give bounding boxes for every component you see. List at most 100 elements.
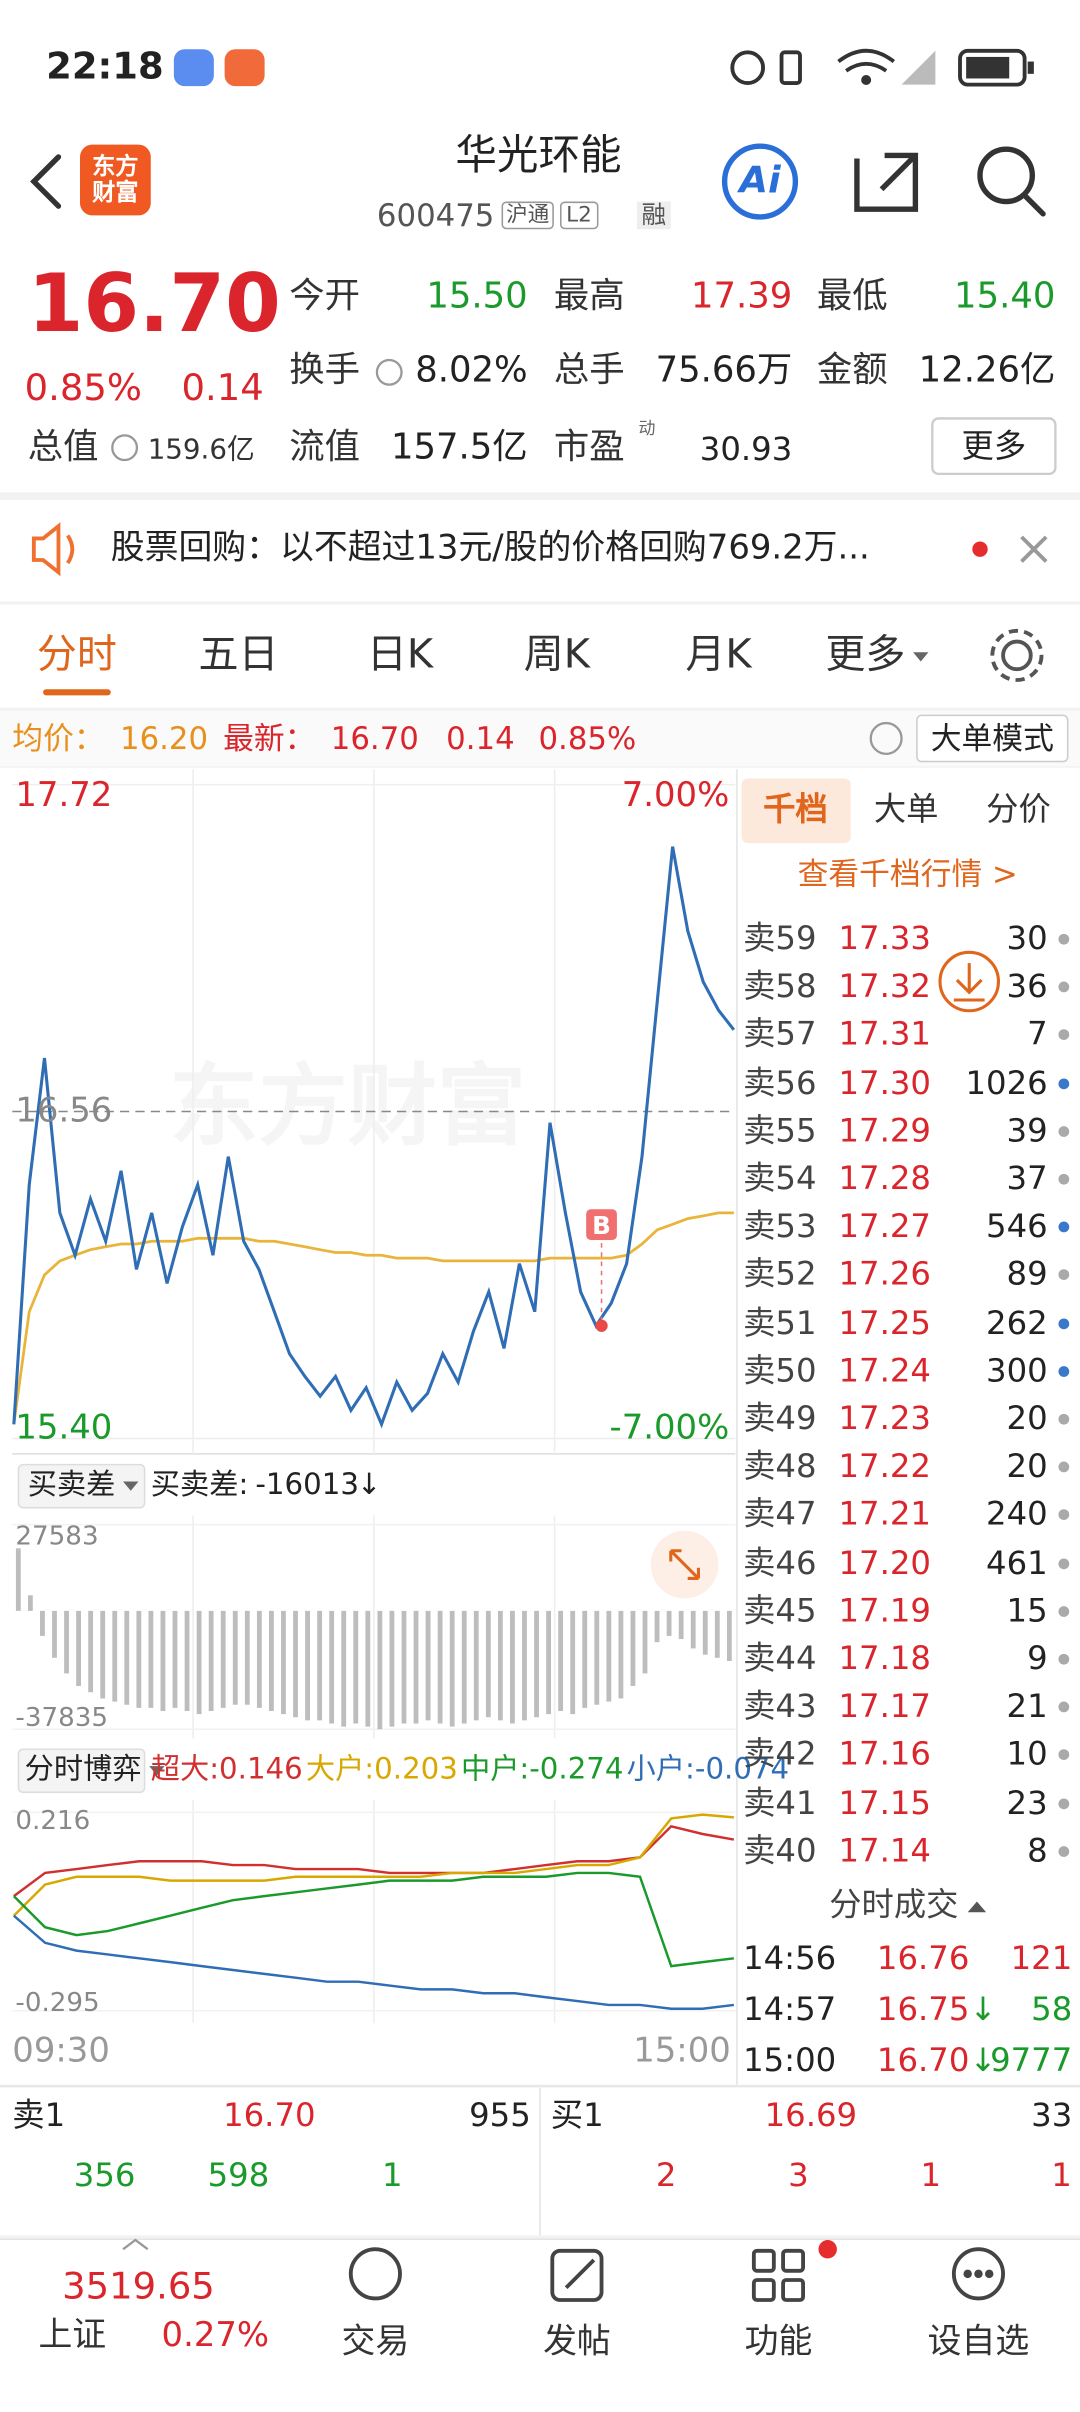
book-price: 17.21 xyxy=(838,1495,931,1533)
legend-value: -0.274 xyxy=(529,1752,624,1787)
index-value[interactable]: 3519.65 xyxy=(62,2264,215,2308)
book-price: 17.22 xyxy=(838,1447,931,1485)
legend-label: 中户: xyxy=(460,1752,530,1787)
book-tab[interactable]: 分价 xyxy=(986,790,1051,828)
book-price: 17.26 xyxy=(838,1255,931,1293)
ai-button[interactable]: Ai xyxy=(739,158,781,202)
more-button[interactable]: 更多 xyxy=(961,427,1027,465)
x-label: 09:30 xyxy=(12,2032,110,2071)
game-line xyxy=(12,1871,734,1968)
flow-bar xyxy=(112,1610,118,1702)
index-name: 上证 xyxy=(38,2316,107,2356)
chart-tab[interactable]: 五日 xyxy=(198,632,279,679)
trade-price: 16.76 xyxy=(876,1939,970,1977)
book-dot xyxy=(1058,1701,1070,1713)
flow-bar xyxy=(232,1610,238,1705)
flow-bar xyxy=(522,1610,527,1721)
flow-bar xyxy=(377,1610,383,1730)
flow-selector[interactable]: 买卖差 xyxy=(28,1470,139,1500)
status-time: 22:18 xyxy=(46,44,164,88)
book-side: 卖47 xyxy=(743,1495,817,1533)
pct-label: 7.00% xyxy=(621,776,730,816)
flow-bar xyxy=(630,1610,636,1686)
nav-item[interactable]: 发帖 xyxy=(543,2323,611,2362)
book-price: 17.24 xyxy=(838,1351,931,1389)
sell-volume: 955 xyxy=(469,2096,531,2134)
stock-name: 华光环能 xyxy=(455,132,622,180)
nav-item[interactable]: 设自选 xyxy=(927,2323,1030,2362)
book-dot xyxy=(1058,981,1070,993)
book-side: 卖55 xyxy=(743,1111,817,1149)
book-volume: 89 xyxy=(1006,1255,1048,1293)
game-line xyxy=(12,1813,734,1917)
chart-tab[interactable]: 分时 xyxy=(36,632,117,679)
flow-bar xyxy=(329,1610,335,1724)
book-volume: 1026 xyxy=(965,1063,1048,1101)
nav-item[interactable]: 功能 xyxy=(744,2323,813,2362)
status-icons xyxy=(173,48,1034,87)
y-tick-label: 17.72 xyxy=(15,776,113,816)
stock-badge: 融 xyxy=(636,201,671,230)
notice-panel xyxy=(0,499,1080,602)
legend-value: -0.074 xyxy=(694,1752,790,1787)
trade-arrow: ↓ xyxy=(969,2041,997,2079)
chart-tab[interactable]: 日K xyxy=(366,632,434,679)
flow-bar xyxy=(401,1610,407,1724)
book-price: 17.25 xyxy=(838,1303,931,1341)
field-label: 金额 xyxy=(816,350,888,391)
book-dot xyxy=(1058,933,1070,945)
field-value: 159.6亿 xyxy=(147,433,255,467)
stock-badge: 沪通 xyxy=(501,201,554,230)
book-tab[interactable]: 大单 xyxy=(873,790,939,828)
nav-icons xyxy=(122,2238,1005,2302)
book-volume: 21 xyxy=(1006,1687,1048,1725)
marker-label: B xyxy=(592,1210,611,1240)
game-line xyxy=(13,1914,734,2010)
book-tab[interactable]: 千档 xyxy=(763,790,828,828)
flow-bar xyxy=(136,1610,142,1708)
field-label: 换手 xyxy=(289,350,360,391)
field-label: 最低 xyxy=(816,276,888,317)
price-line xyxy=(12,846,736,1429)
flow-bar xyxy=(244,1610,250,1705)
nav-item[interactable]: 交易 xyxy=(341,2323,410,2362)
book-price: 17.23 xyxy=(838,1399,931,1437)
flow-bar xyxy=(413,1610,419,1724)
book-dot xyxy=(1058,1749,1070,1761)
book-dot xyxy=(1058,1125,1070,1137)
flow-bar xyxy=(654,1610,660,1643)
chart-tab[interactable]: 月K xyxy=(685,632,752,679)
flow-bar xyxy=(618,1610,624,1699)
trade-arrow: ↓ xyxy=(969,1990,997,2028)
stock-badge: L2 xyxy=(559,201,599,230)
marker-box xyxy=(586,1209,617,1240)
flow-bar xyxy=(726,1610,732,1661)
book-side: 卖53 xyxy=(743,1207,817,1245)
flow-bar xyxy=(714,1610,720,1658)
book-link[interactable]: 查看千档行情 > xyxy=(797,855,1018,893)
buy-detail: 3 xyxy=(788,2156,809,2194)
sell-price: 16.70 xyxy=(223,2096,316,2134)
game-selector[interactable]: 分时博弈 xyxy=(25,1755,165,1784)
change: 0.14 xyxy=(181,366,264,410)
chart-tab[interactable]: 周K xyxy=(523,632,591,679)
chart-tab[interactable]: 更多 xyxy=(825,635,928,675)
book-dot xyxy=(1058,1605,1070,1617)
flow-bar xyxy=(642,1610,648,1674)
price-chart xyxy=(12,769,736,1454)
flow-bar xyxy=(341,1610,347,1727)
big-order-button[interactable]: 大单模式 xyxy=(930,719,1054,757)
book-side: 卖49 xyxy=(743,1399,817,1437)
flow-bar xyxy=(702,1610,708,1655)
book-volume: 8 xyxy=(1027,1831,1048,1869)
field-value: 15.50 xyxy=(426,276,528,317)
book-volume: 15 xyxy=(1006,1591,1048,1629)
book-price: 17.28 xyxy=(838,1159,931,1197)
flow-bar xyxy=(256,1610,262,1708)
book-price: 17.18 xyxy=(838,1639,931,1677)
flow-bar xyxy=(461,1610,467,1724)
book-volume: 461 xyxy=(986,1543,1048,1581)
book-volume: 39 xyxy=(1006,1111,1048,1149)
trade-time: 14:56 xyxy=(743,1939,837,1977)
